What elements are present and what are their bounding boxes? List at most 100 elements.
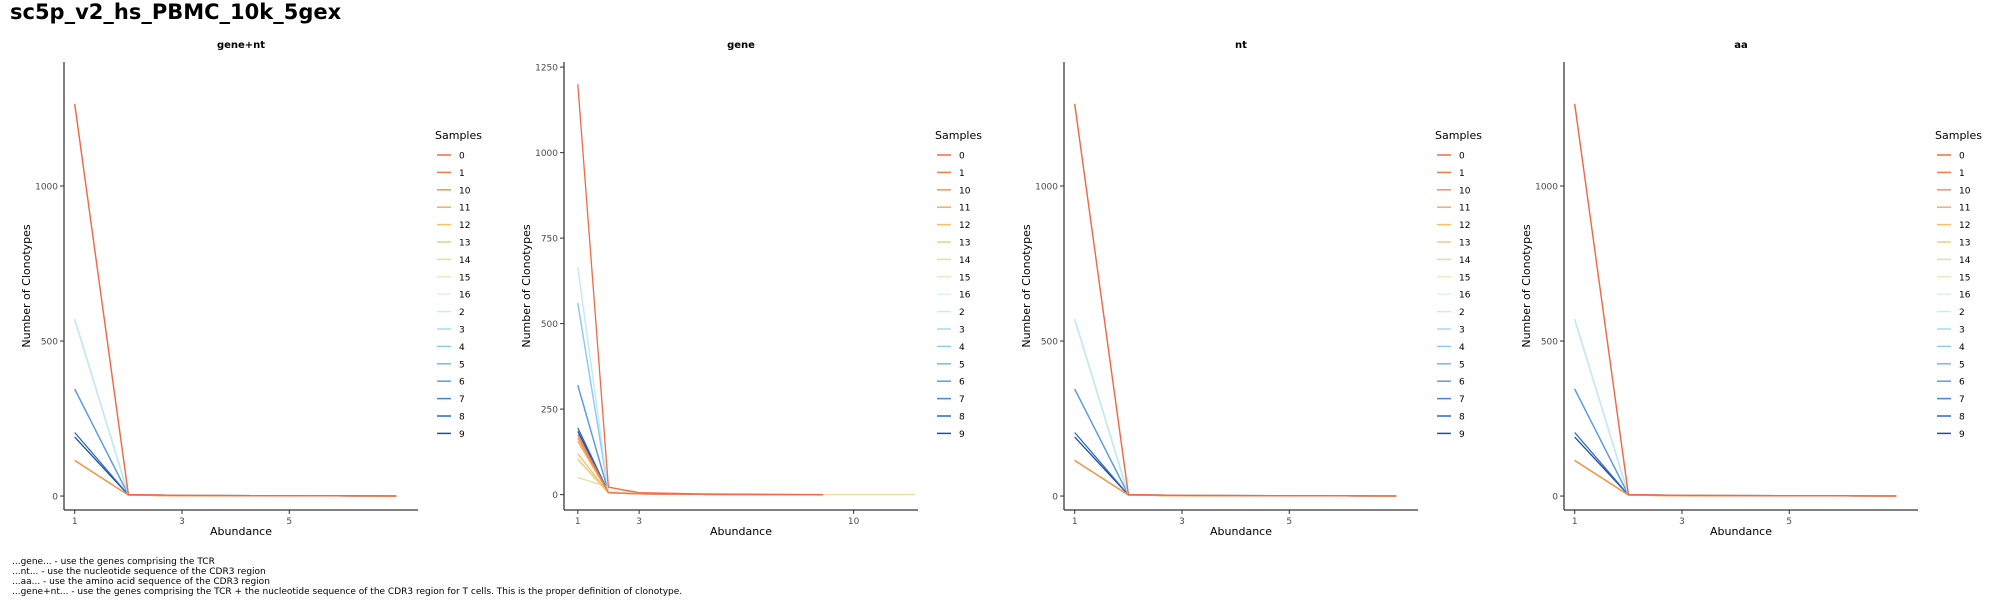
x-axis-label: Abundance [710,525,772,538]
legend-label-6: 6 [1459,378,1465,388]
legend-label-15: 15 [1959,273,1970,283]
legend-label-4: 4 [459,343,465,353]
page-title: sc5p_v2_hs_PBMC_10k_5gex [10,0,342,24]
series-line-10 [577,437,823,496]
x-axis-label: Abundance [210,525,272,538]
y-tick-label: 1000 [535,149,558,159]
y-tick-label: 500 [41,338,58,348]
legend-label-14: 14 [459,256,471,266]
legend-label-8: 8 [1459,413,1465,423]
x-tick-label: 3 [1679,517,1685,527]
series-line-6 [1074,388,1397,497]
legend-label-16: 16 [959,291,971,301]
series-line-0 [1574,103,1897,497]
legend-label-0: 0 [1459,152,1465,162]
legend-label-5: 5 [1959,360,1965,370]
legend-label-6: 6 [959,378,965,388]
y-axis-label: Number of Clonotypes [520,224,533,348]
y-tick-label: 0 [1552,493,1558,503]
legend-label-7: 7 [1459,395,1465,405]
legend-title: Samples [1435,129,1482,142]
series-line-13 [577,458,823,496]
legend-label-15: 15 [459,273,470,283]
y-tick-label: 250 [541,406,558,416]
legend-label-10: 10 [1959,186,1971,196]
series-line-2 [1074,319,1397,497]
x-axis-label: Abundance [1710,525,1772,538]
legend-label-2: 2 [459,308,465,318]
legend-label-7: 7 [459,395,465,405]
series-line-14 [577,476,915,496]
legend-label-14: 14 [1959,256,1971,266]
x-tick-label: 3 [179,517,185,527]
y-tick-label: 500 [541,320,558,330]
legend-label-10: 10 [959,186,971,196]
x-tick-label: 1 [1572,517,1578,527]
legend-label-1: 1 [959,169,965,179]
series-line-8 [1574,432,1897,497]
legend-title: Samples [1935,129,1982,142]
y-tick-label: 0 [52,493,58,503]
series-line-3 [1574,319,1897,497]
legend-label-3: 3 [1459,326,1465,336]
series-line-7 [74,388,397,497]
legend-label-0: 0 [959,152,965,162]
legend-label-7: 7 [1959,395,1965,405]
x-tick-label: 1 [72,517,78,527]
footnote-gene-nt: ...gene+nt... - use the genes comprising… [12,587,683,597]
series-line-1 [74,103,397,497]
legend-label-7: 7 [959,395,965,405]
legend-label-1: 1 [459,169,465,179]
legend-label-12: 12 [1959,221,1970,231]
y-tick-label: 750 [541,235,558,245]
legend-label-2: 2 [1959,308,1965,318]
series-line-6 [74,388,397,497]
y-axis-label: Number of Clonotypes [1520,224,1533,348]
legend-label-16: 16 [1959,291,1971,301]
series-line-2 [74,319,397,497]
legend-label-3: 3 [459,326,465,336]
series-line-6 [577,385,823,496]
y-tick-label: 1250 [535,64,558,74]
series-line-4 [74,319,397,497]
series-line-6 [1574,388,1897,497]
legend-label-8: 8 [1959,413,1965,423]
footnotes: ...gene... - use the genes comprising th… [12,557,682,597]
series-line-2 [1574,319,1897,497]
legend-label-13: 13 [959,239,970,249]
series-line-0 [1074,103,1397,497]
series-line-3 [1074,319,1397,497]
legend-label-10: 10 [459,186,471,196]
series-line-8 [74,432,397,497]
legend-label-4: 4 [1459,343,1465,353]
x-axis-label: Abundance [1210,525,1272,538]
legend-label-0: 0 [1959,152,1965,162]
series-line-9 [1074,436,1397,497]
legend-label-8: 8 [959,413,965,423]
legend-title: Samples [435,129,482,142]
series-line-5 [1074,319,1397,497]
series-line-8 [1074,432,1397,497]
legend-label-2: 2 [959,308,965,318]
legend-label-8: 8 [459,413,465,423]
legend-label-1: 1 [1959,169,1965,179]
panel-title: gene [727,40,755,51]
series-line-4 [577,302,823,496]
legend-label-1: 1 [1459,169,1465,179]
y-tick-label: 1000 [1035,183,1058,193]
legend-label-2: 2 [1459,308,1465,318]
legend-label-6: 6 [1959,378,1965,388]
legend-title: Samples [935,129,982,142]
footnote-nt: ...nt... - use the nucleotide sequence o… [12,567,266,577]
legend-label-9: 9 [1459,430,1465,440]
panel-title: nt [1235,40,1247,51]
legend-label-15: 15 [959,273,970,283]
series-line-1 [577,434,823,496]
series-line-0 [577,84,824,496]
panel-title: aa [1734,40,1748,51]
x-tick-label: 5 [1786,517,1792,527]
legend-label-16: 16 [1459,291,1471,301]
series-line-7 [1074,388,1397,497]
series-line-9 [577,431,823,496]
